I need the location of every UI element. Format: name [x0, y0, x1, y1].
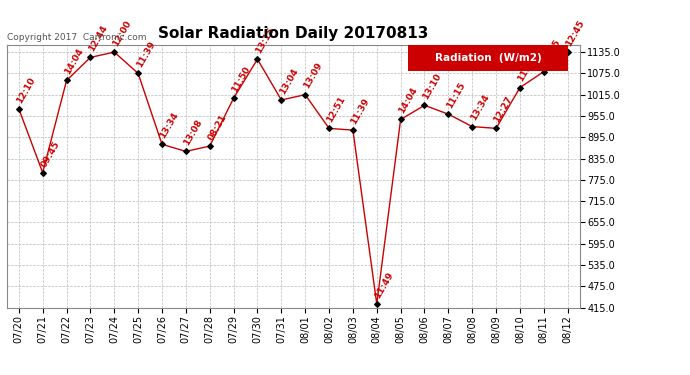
Text: 13:15: 13:15 [254, 26, 276, 55]
Point [109, 49, 120, 55]
Point [395, 117, 406, 123]
Point [276, 97, 287, 103]
Text: 11:15: 11:15 [445, 81, 467, 110]
Point [538, 69, 549, 75]
Text: Copyright 2017  Cartronic.com: Copyright 2017 Cartronic.com [7, 33, 146, 42]
Point [466, 124, 477, 130]
Point [299, 92, 310, 98]
Text: 13:04: 13:04 [277, 66, 299, 96]
Text: 11:59: 11:59 [516, 54, 538, 83]
Point [204, 143, 215, 149]
Point [443, 111, 454, 117]
Text: 11:15: 11:15 [540, 38, 562, 68]
Point [562, 49, 573, 55]
Point [13, 106, 24, 112]
Text: 12:51: 12:51 [326, 95, 348, 124]
Text: 12:10: 12:10 [15, 75, 37, 105]
Title: Solar Radiation Daily 20170813: Solar Radiation Daily 20170813 [158, 26, 428, 41]
Text: 14:04: 14:04 [63, 47, 85, 76]
Point [228, 95, 239, 101]
Text: 08:21: 08:21 [206, 113, 228, 142]
Text: 12:44: 12:44 [87, 24, 109, 53]
Text: 09:45: 09:45 [39, 139, 61, 168]
Text: 12:45: 12:45 [564, 18, 586, 48]
Text: 13:34: 13:34 [469, 93, 491, 122]
Point [491, 125, 502, 131]
Point [37, 170, 48, 176]
Point [419, 102, 430, 108]
Text: 12:00: 12:00 [110, 19, 132, 48]
Text: 12:27: 12:27 [493, 95, 515, 124]
Point [347, 127, 358, 133]
Point [61, 78, 72, 84]
Point [324, 125, 335, 131]
Text: 14:04: 14:04 [397, 86, 419, 116]
Point [132, 70, 144, 76]
Point [252, 56, 263, 62]
Point [515, 85, 526, 91]
Text: 13:34: 13:34 [159, 111, 181, 140]
Text: 11:49: 11:49 [373, 270, 395, 300]
Point [157, 141, 168, 147]
Text: 13:08: 13:08 [182, 118, 204, 147]
Point [85, 54, 96, 60]
Text: 11:39: 11:39 [135, 40, 157, 69]
Text: 13:09: 13:09 [302, 61, 324, 90]
Point [180, 148, 191, 154]
Text: 11:39: 11:39 [349, 97, 371, 126]
Text: 13:10: 13:10 [421, 72, 443, 101]
Point [371, 301, 382, 307]
Text: 11:50: 11:50 [230, 65, 252, 94]
